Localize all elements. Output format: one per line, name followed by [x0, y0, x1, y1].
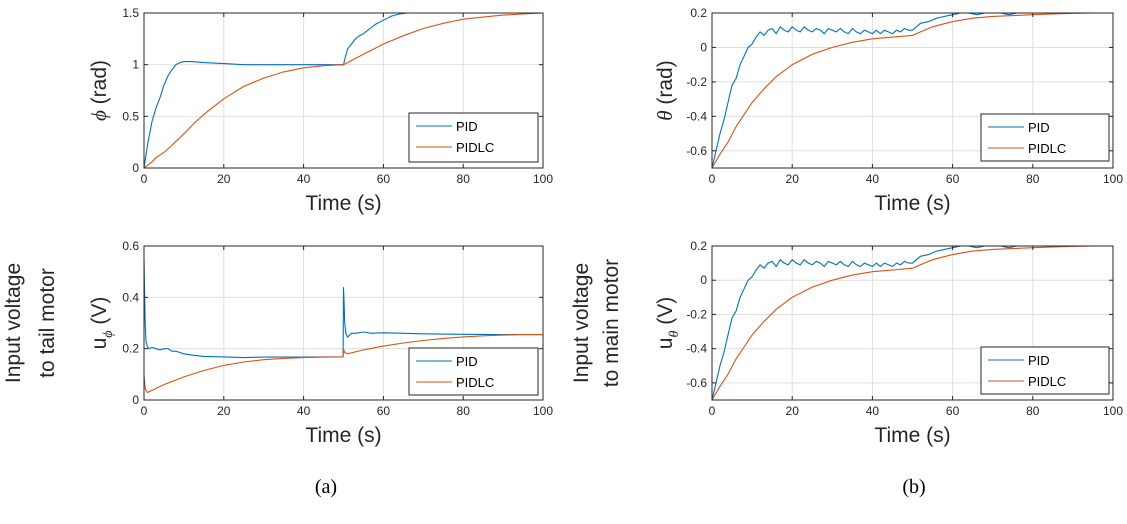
y-tick-label: -0.6 — [686, 376, 707, 390]
y-tick-label: 0.4 — [122, 290, 139, 304]
legend-box — [408, 347, 539, 396]
axes-box — [143, 12, 544, 169]
chart-2: 0 20 40 60 80 100 -0.6 -0.4 -0.2 0 0.2 Time (s) θ (r… — [653, 6, 1123, 215]
x-tick-label: 100 — [1103, 404, 1123, 418]
legend-label-pid: PID — [456, 119, 478, 134]
x-axis-label: Time (s) — [305, 424, 381, 447]
chart-4: 0 20 40 60 80 100 -0.6 -0.4 -0.2 0 0.2 Time (s) uθ (… — [570, 239, 1123, 447]
y-tick-label: 0.2 — [690, 6, 707, 20]
axes-box — [711, 245, 1114, 401]
chart-3: 0 20 40 60 80 100 0 0.2 0.4 0.6 Time (s) uϕ (V) Inpu… — [2, 239, 553, 447]
x-tick-label: 0 — [709, 404, 716, 418]
x-tick-label: 60 — [946, 404, 960, 418]
legend-box — [980, 113, 1110, 162]
x-tick-label: 100 — [1103, 172, 1123, 186]
x-tick-label: 40 — [866, 404, 880, 418]
legend-label-pid: PID — [456, 354, 478, 369]
y-tick-label: 0 — [132, 161, 139, 175]
series-line-pid — [711, 12, 1113, 169]
y-tick-label: -0.6 — [686, 144, 707, 158]
legend-label-pidlc: PIDLC — [456, 375, 494, 390]
series-line-pidlc — [711, 12, 1113, 169]
x-axis-label: Time (s) — [305, 192, 381, 215]
y-axis-label: uθ (V) — [654, 297, 682, 349]
legend-label-pidlc: PIDLC — [456, 140, 494, 155]
legend-label-pidlc: PIDLC — [1028, 374, 1066, 389]
x-tick-label: 0 — [141, 404, 148, 418]
x-tick-label: 0 — [141, 172, 148, 186]
y-tick-label: -0.2 — [686, 75, 707, 89]
axes-box — [711, 12, 1114, 169]
x-tick-label: 40 — [297, 404, 311, 418]
y-axis-label-line-2: to main motor — [600, 259, 623, 387]
y-axis-label-line-1: Input voltage — [570, 263, 593, 383]
x-tick-label: 20 — [217, 172, 231, 186]
y-tick-label: 0.2 — [122, 342, 139, 356]
y-axis-label-line-2: to tail motor — [36, 268, 59, 378]
x-tick-label: 20 — [786, 404, 800, 418]
x-tick-label: 80 — [457, 404, 471, 418]
x-tick-label: 20 — [217, 404, 231, 418]
legend: PID PIDLC — [980, 113, 1110, 162]
series-line-pidlc — [143, 334, 543, 393]
caption-a: (a) — [315, 476, 337, 498]
y-axis-label: ϕ (rad) — [87, 60, 111, 121]
x-axis-label: Time (s) — [874, 192, 950, 215]
x-tick-label: 0 — [709, 172, 716, 186]
x-tick-label: 80 — [457, 172, 471, 186]
x-tick-label: 20 — [786, 172, 800, 186]
x-tick-label: 80 — [1026, 404, 1040, 418]
caption-b: (b) — [902, 476, 925, 498]
legend-box — [980, 346, 1110, 395]
legend: PID PIDLC — [408, 112, 539, 163]
axes-box — [143, 245, 544, 401]
x-tick-label: 80 — [1026, 172, 1040, 186]
x-tick-label: 100 — [533, 404, 553, 418]
x-axis-label: Time (s) — [874, 424, 950, 447]
y-tick-label: 0 — [700, 273, 707, 287]
y-tick-label: 0 — [132, 393, 139, 407]
x-tick-label: 40 — [297, 172, 311, 186]
y-axis-label-line-1: Input voltage — [2, 263, 25, 383]
legend-box — [408, 112, 539, 163]
series-line-pidlc — [711, 245, 1113, 401]
x-tick-label: 60 — [946, 172, 960, 186]
legend: PID PIDLC — [980, 346, 1110, 395]
y-tick-label: -0.2 — [686, 307, 707, 321]
y-axis-label: θ (rad) — [653, 60, 677, 121]
legend-label-pidlc: PIDLC — [1028, 141, 1066, 156]
y-tick-label: -0.4 — [686, 109, 707, 123]
series-line-pidlc — [143, 12, 544, 169]
y-tick-label: 1.5 — [122, 6, 139, 20]
y-tick-label: 0.2 — [690, 239, 707, 253]
x-tick-label: 40 — [866, 172, 880, 186]
x-tick-label: 100 — [533, 172, 553, 186]
y-tick-label: 0.5 — [122, 109, 139, 123]
legend: PID PIDLC — [408, 347, 539, 396]
legend-label-pid: PID — [1028, 120, 1050, 135]
y-tick-label: -0.4 — [686, 342, 707, 356]
y-tick-label: 0.6 — [122, 239, 139, 253]
legend-label-pid: PID — [1028, 353, 1050, 368]
series-line-pid — [143, 258, 543, 359]
x-tick-label: 60 — [377, 172, 391, 186]
y-tick-label: 1 — [132, 58, 139, 72]
series-line-pid — [711, 245, 1113, 401]
y-axis-label: uϕ (V) — [88, 297, 116, 350]
x-tick-label: 60 — [377, 404, 391, 418]
y-tick-label: 0 — [700, 40, 707, 54]
